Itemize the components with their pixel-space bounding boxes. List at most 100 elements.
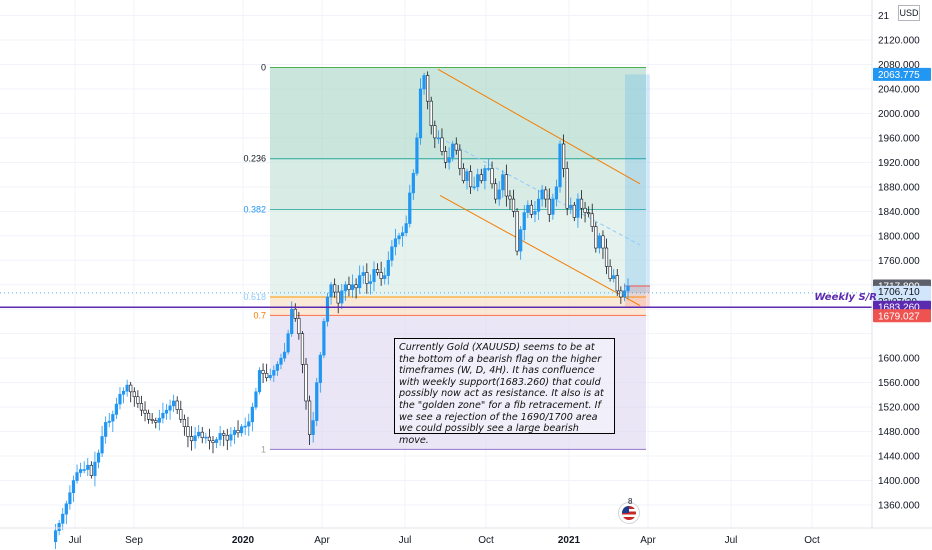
candle-body (150, 419, 154, 421)
candle-body (254, 391, 258, 408)
candle-body (497, 189, 501, 200)
price-tick-label: 2040.000 (878, 84, 920, 95)
candle-body (125, 384, 129, 392)
candle-body (114, 403, 118, 415)
channel-upper (437, 68, 641, 185)
stop-zone (625, 286, 650, 308)
candle-body (236, 430, 240, 434)
candle-body (393, 238, 398, 248)
fib-zone (270, 158, 646, 210)
candle-body (483, 168, 487, 182)
channel-mid (439, 137, 641, 246)
currency-label[interactable]: USD (898, 5, 920, 21)
candle-body (429, 100, 433, 126)
candle-body (572, 204, 576, 218)
channel-lower (439, 194, 641, 306)
time-axis[interactable]: Jul Sep 2020 Apr Jul Oct 2021 Apr Jul Oct (0, 527, 932, 546)
candle-body (372, 269, 376, 282)
candle-body (354, 284, 358, 289)
candle-body (157, 417, 161, 423)
candle-body (307, 400, 312, 435)
candle-body (415, 137, 419, 174)
candle-body (465, 171, 469, 182)
price-tick-label: 1520.000 (878, 403, 920, 414)
candle-body (204, 436, 208, 439)
candle-body (118, 393, 122, 405)
us-flag-events-icon[interactable]: 8 (618, 497, 640, 524)
candle-body (318, 354, 322, 383)
candle-body (121, 390, 126, 395)
candle-body (100, 436, 104, 454)
candle-body (508, 195, 512, 200)
candle-body (300, 333, 305, 365)
candle-body (375, 269, 380, 273)
candle-body (343, 284, 347, 292)
candle-body (232, 430, 237, 435)
candle-body (451, 143, 455, 158)
position-zones (625, 74, 650, 308)
price-tick-label: 1920.000 (878, 158, 920, 169)
price-badge (873, 67, 931, 81)
price-axis[interactable]: 2120.000 2080.000 2040.000 2000.000 1960.000… (871, 0, 920, 528)
candle-body (558, 143, 562, 188)
events-count: 8 (628, 497, 633, 506)
fib-level-label: 0.618 (243, 292, 266, 302)
candle-body (383, 275, 387, 279)
bearish-flag-channel (437, 68, 641, 306)
candle-body (89, 464, 93, 476)
candle-body (569, 204, 573, 209)
candle-body (64, 503, 68, 515)
candle-body (68, 492, 72, 505)
candle-body (361, 272, 365, 276)
candle-body (168, 405, 172, 411)
candle-body (336, 291, 340, 304)
candle-body (612, 275, 616, 279)
candle-body (411, 173, 415, 194)
time-tick-label: 2020 (232, 535, 255, 546)
candle-body (146, 412, 151, 420)
candle-body (154, 420, 158, 423)
candle-body (379, 272, 383, 279)
candle-body (579, 198, 584, 209)
candle-body (222, 433, 226, 436)
candle-body (257, 370, 262, 393)
candle-body (519, 229, 523, 252)
candle-body (71, 480, 76, 494)
candle-body (504, 174, 508, 197)
fib-level-label: 0.382 (243, 204, 266, 214)
time-tick-label: Apr (314, 535, 330, 546)
candle-body (533, 211, 537, 215)
candle-body (522, 212, 526, 230)
candle-body (615, 275, 619, 292)
analysis-annotation[interactable]: Currently Gold (XAUUSD) seems to be at t… (394, 338, 615, 446)
candle-body (207, 436, 212, 442)
price-tick-label: 1800.000 (878, 231, 920, 242)
candle-body (440, 137, 444, 152)
candle-body (551, 198, 555, 215)
candle-body (311, 420, 315, 435)
candle-body (490, 168, 494, 185)
candle-body (186, 426, 190, 437)
price-badge-label: 1679.027 (878, 311, 920, 322)
candle-body (61, 513, 65, 524)
candle-body (200, 431, 204, 438)
candle-body (472, 186, 476, 189)
candle-body (619, 290, 623, 298)
candle-body (436, 137, 440, 140)
candle-body (107, 420, 111, 423)
price-tick-label: 1960.000 (878, 133, 920, 144)
candle-body (293, 308, 297, 319)
candle-body (554, 186, 559, 200)
candle-body (275, 363, 279, 371)
candle-body (390, 246, 394, 261)
candle-body (214, 439, 219, 443)
candle-body (304, 363, 308, 402)
price-tick-label: 2080.000 (878, 60, 920, 71)
candle-body (511, 198, 516, 212)
candle-body (129, 384, 133, 393)
candle-body (340, 290, 344, 304)
candle-body (597, 235, 601, 249)
price-tick-label: 1440.000 (878, 452, 920, 463)
candle-body (268, 374, 272, 379)
